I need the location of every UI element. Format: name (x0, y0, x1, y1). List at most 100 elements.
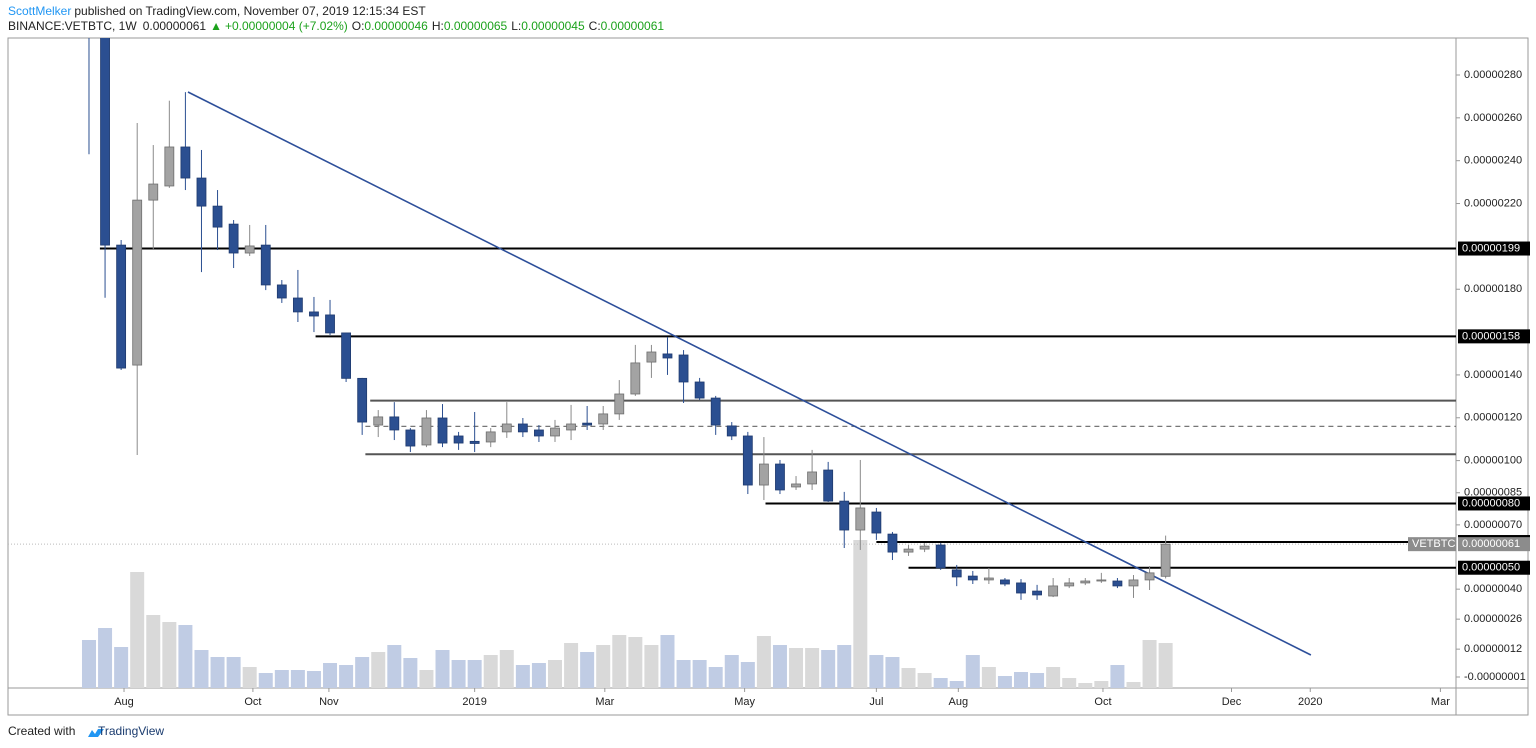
level-label: 0.00000050 (1462, 562, 1520, 574)
volume-bar (323, 663, 338, 688)
candle-body (887, 533, 898, 553)
candle-body (710, 397, 721, 426)
candle-body (276, 284, 287, 299)
x-tick-label: Jul (869, 696, 883, 708)
current-name: VETBTC (1412, 538, 1455, 550)
volume-bar (965, 655, 980, 688)
y-tick-label: 0.00000140 (1464, 369, 1522, 381)
volume-bar (660, 635, 675, 688)
y-tick-label: 0.00000280 (1464, 69, 1522, 81)
candle-body (550, 427, 560, 437)
candle-body (951, 569, 962, 578)
candle-body (742, 435, 753, 486)
plot-area (8, 38, 1456, 688)
volume-bar (226, 657, 241, 688)
current-price-box (1458, 537, 1530, 552)
x-tick-label: 2019 (462, 696, 486, 708)
candle-body (1000, 579, 1010, 585)
volume-bar (274, 670, 289, 688)
candle-body (1096, 579, 1107, 582)
y-tick-label: 0.00000070 (1464, 519, 1522, 531)
volume-bar (1126, 682, 1141, 688)
candle-body (212, 205, 223, 228)
change: +0.00000004 (+7.02%) (225, 19, 348, 33)
candle-body (341, 332, 351, 379)
candle-body (389, 416, 400, 431)
x-tick-label: Nov (319, 696, 339, 708)
volume-bar (387, 645, 402, 688)
candle-body (1048, 585, 1059, 597)
level-label-box (1458, 560, 1530, 575)
volume-bar (483, 655, 498, 688)
volume-bar (499, 650, 514, 688)
candle-body (1112, 580, 1123, 587)
candle-body (871, 511, 882, 534)
candle-body (116, 244, 127, 369)
volume-bar (1158, 643, 1173, 688)
level-label-box (1458, 329, 1530, 344)
candle-body (566, 423, 576, 431)
candle-body (646, 351, 657, 363)
level-label-box (1458, 241, 1530, 256)
volume-bar (1030, 673, 1045, 688)
footer-created: Created with (8, 724, 75, 738)
x-tick-label: Aug (114, 696, 134, 708)
volume-bar (515, 665, 530, 688)
user[interactable]: ScottMelker (8, 4, 71, 18)
volume-bar (531, 663, 546, 688)
candle-body (1032, 590, 1042, 596)
current-name-box (1408, 537, 1456, 552)
candle-body (855, 507, 866, 531)
y-tick-label: 0.00000085 (1464, 487, 1522, 499)
volume-bar (564, 643, 579, 688)
candle-body (132, 199, 143, 366)
ohlc-label: L: (511, 19, 521, 33)
x-tick-label: Mar (595, 696, 614, 708)
volume-bar (1062, 678, 1077, 688)
volume-bar (628, 637, 643, 688)
volume-bar (901, 668, 916, 688)
candle-body (309, 311, 319, 317)
candle-body (694, 381, 705, 399)
x-tick-label: Oct (244, 696, 261, 708)
candle-body (967, 575, 978, 581)
volume-bar (547, 660, 562, 688)
volume-bar (1078, 683, 1093, 688)
volume-bar (290, 670, 305, 688)
candle-body (1064, 582, 1075, 587)
header-line: ScottMelker published on TradingView.com,… (8, 4, 426, 18)
candle-body (325, 314, 335, 334)
volume-bar (949, 681, 964, 688)
x-tick-label: Oct (1094, 696, 1111, 708)
footer-brand[interactable]: TradingView (98, 724, 164, 738)
volume-bar (371, 652, 386, 688)
y-tick-label: 0.00000240 (1464, 155, 1522, 167)
candle-body (244, 245, 255, 254)
volume-bar (1110, 665, 1125, 688)
candle-body (437, 417, 448, 444)
candle-body (775, 463, 785, 491)
volume-bar (997, 676, 1012, 688)
y-tick-label: 0.00000180 (1464, 283, 1522, 295)
volume-bar (242, 667, 257, 688)
candle-body (180, 146, 191, 179)
volume-bar (98, 628, 113, 688)
candle-body (823, 469, 834, 502)
candle-body (1128, 579, 1139, 587)
volume-bar (467, 660, 482, 688)
level-label: 0.00000158 (1462, 330, 1520, 342)
tradingview-logo[interactable] (80, 729, 104, 737)
candle-body (598, 413, 609, 425)
x-tick-label: May (734, 696, 755, 708)
volume-bar (740, 662, 755, 688)
volume-bar (885, 657, 900, 688)
candle-body (453, 435, 464, 444)
level-label: 0.00000080 (1462, 497, 1520, 509)
last-price: 0.00000061 (143, 19, 207, 33)
ohlc-value: 0.00000046 (364, 19, 428, 33)
volume-bar (692, 660, 707, 688)
symbol: BINANCE:VETBTC, 1W (8, 19, 137, 33)
ohlc-value: 0.00000061 (601, 19, 665, 33)
candle-body (983, 577, 994, 581)
volume-bar (933, 678, 948, 688)
